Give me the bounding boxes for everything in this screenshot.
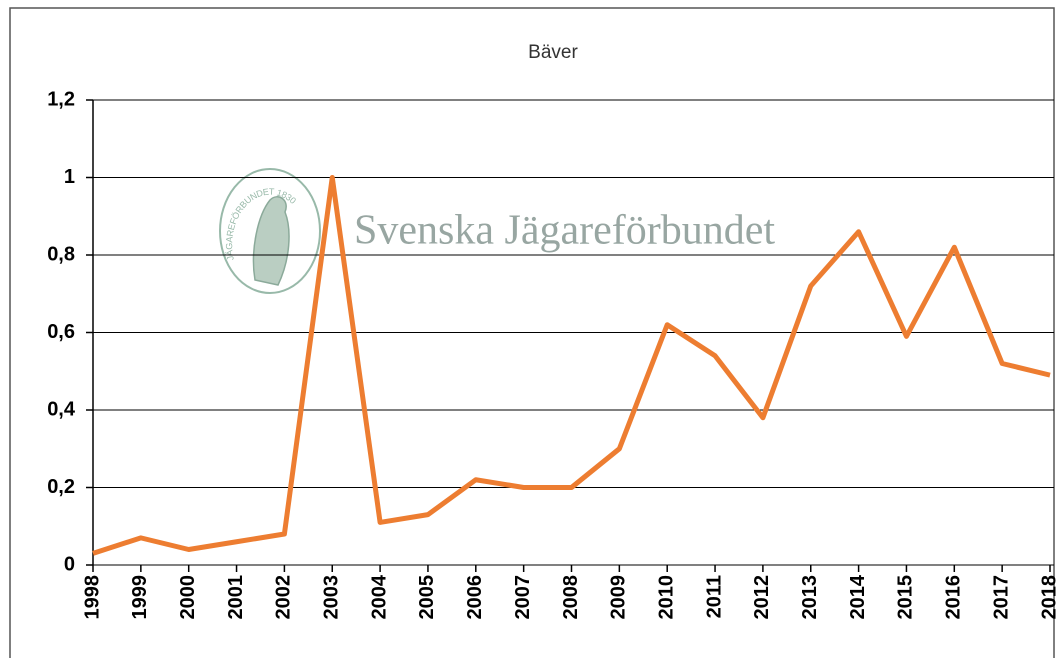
x-tick-label: 2007 <box>512 575 534 620</box>
x-tick-label: 2003 <box>321 575 343 620</box>
y-tick-label: 0,8 <box>47 243 75 265</box>
y-tick-label: 0,6 <box>47 321 75 343</box>
y-tick-label: 0 <box>64 553 75 575</box>
x-tick-label: 2010 <box>655 575 677 620</box>
x-tick-label: 2006 <box>464 575 486 620</box>
x-tick-label: 2004 <box>368 574 390 619</box>
x-tick-label: 2001 <box>225 575 247 620</box>
x-tick-label: 2005 <box>416 575 438 620</box>
x-tick-label: 2008 <box>560 575 582 620</box>
x-tick-label: 1999 <box>129 575 151 620</box>
x-tick-label: 2011 <box>703 575 725 618</box>
data-line <box>92 175 1051 556</box>
x-tick-label: 1998 <box>81 575 103 620</box>
logo-ring <box>219 168 321 294</box>
x-tick-label: 2015 <box>895 575 917 620</box>
x-tick-label: 2002 <box>273 575 295 620</box>
logo-eagle <box>252 196 290 286</box>
x-tick-label: 2018 <box>1038 575 1060 620</box>
y-tick-label: 0,4 <box>47 398 76 420</box>
y-tick-label: 1,2 <box>47 88 75 110</box>
x-tick-label: 2000 <box>177 575 199 620</box>
x-tick-label: 2012 <box>751 575 773 620</box>
y-tick-label: 1 <box>64 166 75 188</box>
y-tick-label: 0,2 <box>47 476 75 498</box>
x-tick-label: 2014 <box>847 574 869 619</box>
x-tick-label: 2009 <box>608 575 630 620</box>
x-tick-label: 2017 <box>990 575 1012 620</box>
x-tick-label: 2016 <box>943 575 965 620</box>
x-tick-label: 2013 <box>799 575 821 620</box>
watermark-text: Svenska Jägareförbundet <box>354 208 775 254</box>
chart-title: Bäver <box>528 42 578 63</box>
